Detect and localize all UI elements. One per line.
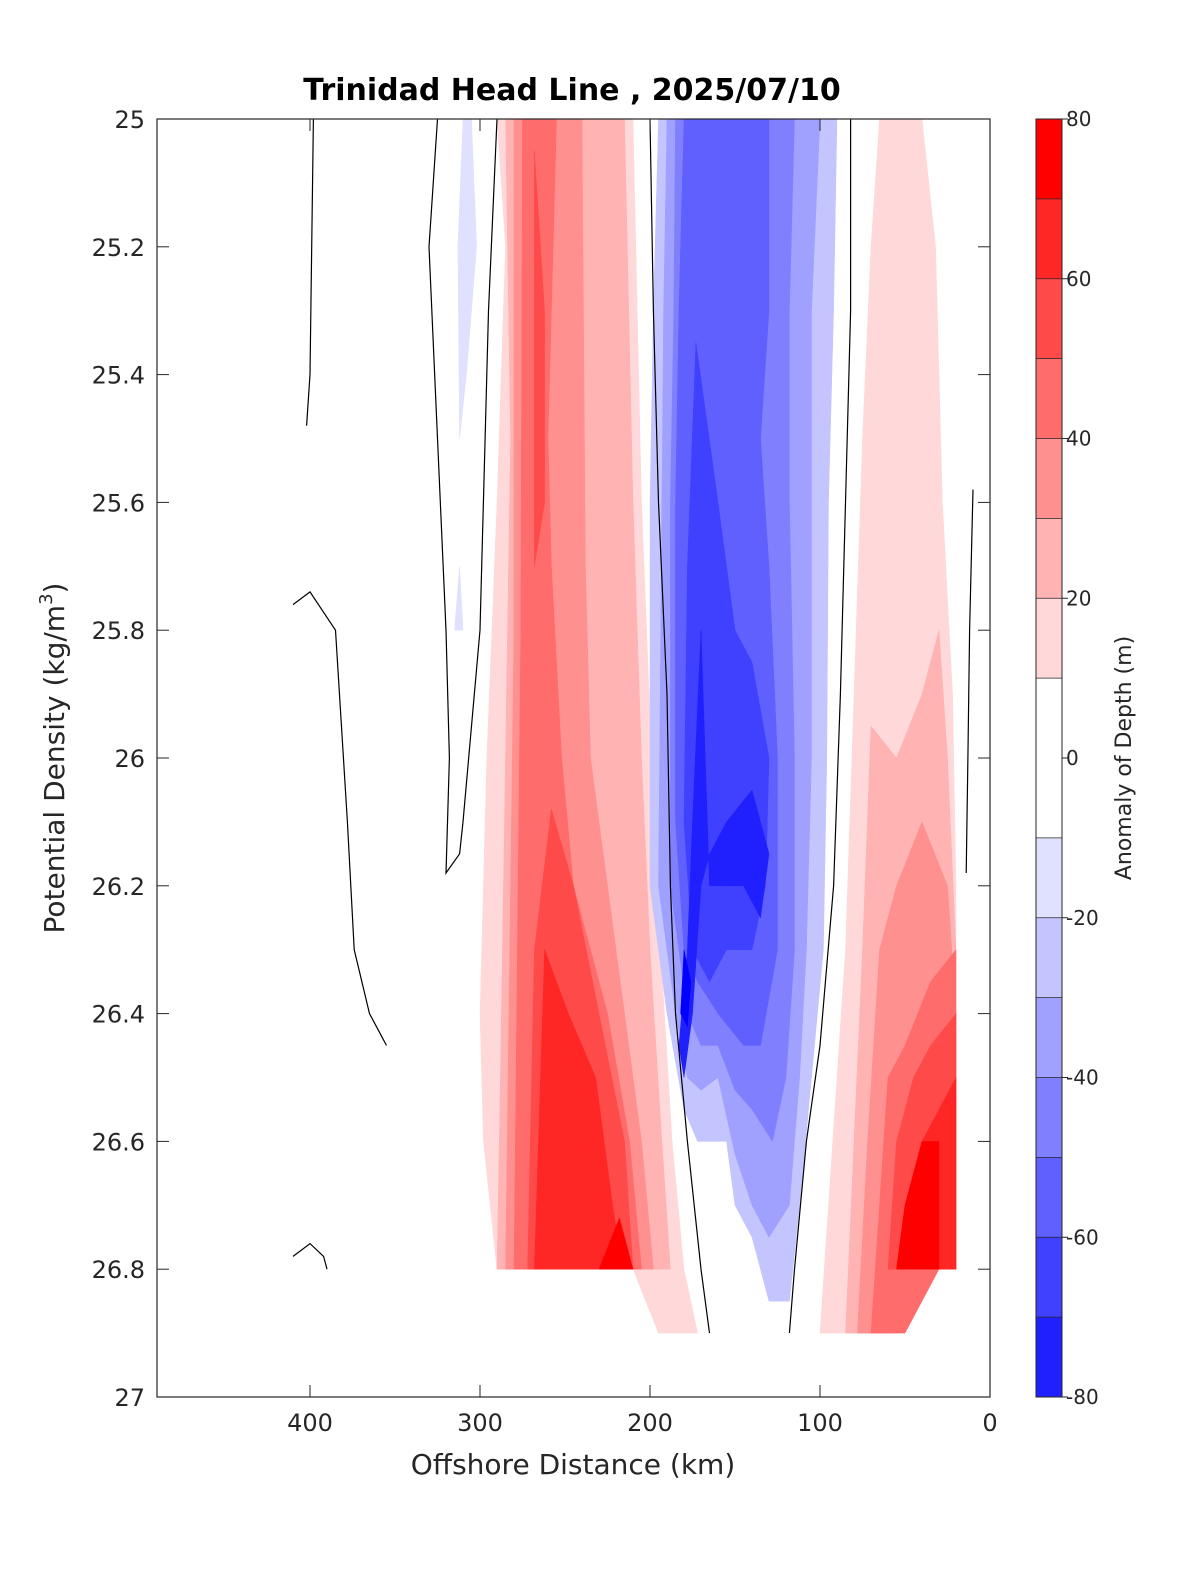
plot-area: 400 300 200 100 0 25 25.2 25.4 25.6 25.8 26 26.2 26… (92, 106, 998, 1437)
y-tick-label: 26.4 (92, 1001, 145, 1029)
x-tick-label: 200 (627, 1409, 673, 1437)
y-axis-label-prefix: Potential Density (kg/m (38, 605, 71, 934)
contour-mid-offshore (428, 119, 498, 875)
x-tick-label: 0 (982, 1409, 997, 1437)
colorbar-tick-label: 60 (1066, 267, 1091, 291)
colorbar-swatch (1036, 837, 1062, 918)
y-axis-label-sup: 3 (36, 593, 57, 604)
y-tick-label: 26.8 (92, 1256, 145, 1284)
y-axis-label-suffix: ) (38, 583, 71, 594)
colorbar-swatches (1036, 118, 1062, 1398)
region-neg-10-offshore-lower (454, 566, 464, 631)
colorbar-swatch (1036, 1077, 1062, 1158)
contour-east-of-negative (788, 119, 852, 1334)
region-pos-60-west (534, 150, 545, 567)
contour-near-shore (965, 489, 974, 874)
colorbar-ticks: 80 60 40 20 0 -20 -40 -60 -80 (1062, 107, 1099, 1409)
y-tick-label: 25.2 (92, 234, 145, 262)
region-neg-10-offshore (457, 119, 477, 439)
colorbar-swatch (1036, 997, 1062, 1078)
region-pos-80-east (896, 1141, 940, 1270)
x-tick-label: 400 (287, 1409, 333, 1437)
colorbar-swatch (1036, 1157, 1062, 1238)
region-pos-10-offshore-small (335, 119, 362, 292)
colorbar-tick-label: -80 (1066, 1385, 1099, 1409)
colorbar-tick-label: -20 (1066, 906, 1099, 930)
colorbar-swatch (1036, 198, 1062, 279)
y-tick-label: 25.8 (92, 617, 145, 645)
colorbar-tick-label: 40 (1066, 427, 1091, 451)
colorbar-swatch (1036, 358, 1062, 439)
colorbar-swatch (1036, 278, 1062, 359)
y-axis-label: Potential Density (kg/m3) (36, 583, 71, 934)
colorbar-tick-label: -40 (1066, 1066, 1099, 1090)
y-tick-label: 25 (114, 106, 145, 134)
colorbar-swatch (1036, 598, 1062, 679)
colorbar: 80 60 40 20 0 -20 -40 -60 -80 Anomaly of Depth (… (1035, 107, 1137, 1409)
colorbar-swatch (1036, 678, 1062, 838)
contour-bottom-left (292, 1242, 328, 1270)
region-neg-80-main (680, 949, 692, 1028)
y-tick-label: 26.2 (92, 873, 145, 901)
anomaly-regions (326, 119, 982, 1334)
contour-west-of-negative (649, 119, 711, 1334)
colorbar-swatch (1036, 518, 1062, 599)
y-tick-label: 27 (114, 1384, 145, 1412)
colorbar-swatch (1036, 1237, 1062, 1318)
colorbar-tick-label: -60 (1066, 1225, 1099, 1249)
zero-contours (292, 119, 974, 1334)
y-axis: 25 25.2 25.4 25.6 25.8 26 26.2 26.4 26.6 26.8 27 (92, 106, 990, 1412)
contour-far-offshore (306, 119, 314, 426)
colorbar-label: Anomaly of Depth (m) (1112, 636, 1137, 880)
chart-title: Trinidad Head Line , 2025/07/10 (303, 73, 840, 108)
colorbar-tick-label: 0 (1066, 746, 1079, 770)
y-tick-label: 25.4 (92, 362, 145, 390)
colorbar-swatch (1036, 119, 1062, 199)
colorbar-tick-label: 20 (1066, 586, 1091, 610)
colorbar-swatch (1036, 438, 1062, 519)
y-tick-label: 26.6 (92, 1128, 145, 1156)
colorbar-swatch (1036, 917, 1062, 998)
x-tick-label: 300 (457, 1409, 503, 1437)
y-tick-label: 26 (114, 745, 145, 773)
x-tick-label: 100 (797, 1409, 843, 1437)
y-tick-label: 25.6 (92, 489, 145, 517)
x-axis: 400 300 200 100 0 (287, 119, 998, 1437)
region-pos-80-west (598, 1217, 634, 1270)
colorbar-tick-label: 80 (1066, 107, 1091, 131)
contour-offshore-lower (292, 591, 388, 1046)
colorbar-swatch (1036, 1317, 1062, 1397)
x-axis-label: Offshore Distance (km) (411, 1448, 736, 1481)
